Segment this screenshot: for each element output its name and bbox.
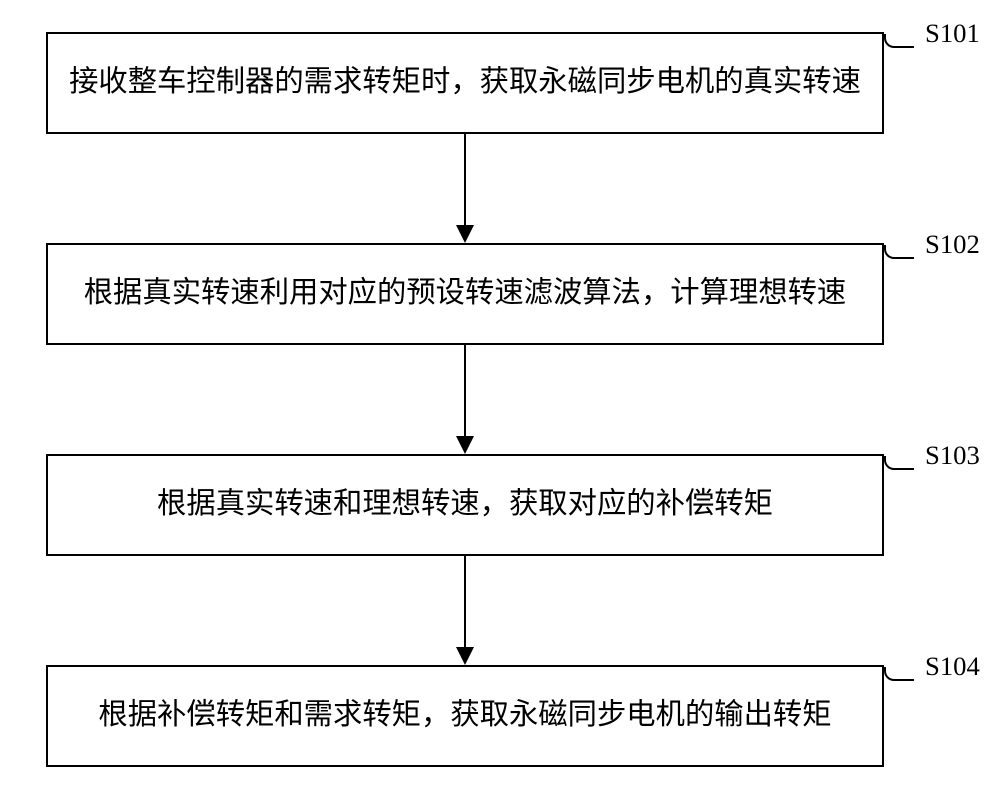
arrow-head-2	[456, 436, 474, 454]
label-hook-s101	[884, 34, 914, 48]
step-box-s102: 根据真实转速利用对应的预设转速滤波算法，计算理想转速	[46, 243, 884, 345]
flowchart-canvas: 接收整车控制器的需求转矩时，获取永磁同步电机的真实转速 S101 根据真实转速利…	[0, 0, 1000, 799]
step-box-s101: 接收整车控制器的需求转矩时，获取永磁同步电机的真实转速	[46, 32, 884, 134]
step-box-s104: 根据补偿转矩和需求转矩，获取永磁同步电机的输出转矩	[46, 665, 884, 767]
label-hook-s102	[884, 245, 914, 259]
step-box-s103: 根据真实转速和理想转速，获取对应的补偿转矩	[46, 454, 884, 556]
label-hook-s103	[884, 456, 914, 470]
step-text-s101: 接收整车控制器的需求转矩时，获取永磁同步电机的真实转速	[69, 62, 861, 103]
step-label-s102: S102	[925, 229, 980, 260]
step-text-s102: 根据真实转速利用对应的预设转速滤波算法，计算理想转速	[84, 273, 847, 314]
arrow-line-1	[464, 134, 466, 225]
arrow-head-3	[456, 647, 474, 665]
arrow-line-2	[464, 345, 466, 436]
step-text-s104: 根据补偿转矩和需求转矩，获取永磁同步电机的输出转矩	[98, 695, 831, 736]
step-text-s103: 根据真实转速和理想转速，获取对应的补偿转矩	[157, 484, 773, 525]
step-label-s101: S101	[925, 18, 980, 49]
step-label-s104: S104	[925, 651, 980, 682]
label-hook-s104	[884, 667, 914, 681]
arrow-head-1	[456, 225, 474, 243]
arrow-line-3	[464, 556, 466, 647]
step-label-s103: S103	[925, 440, 980, 471]
